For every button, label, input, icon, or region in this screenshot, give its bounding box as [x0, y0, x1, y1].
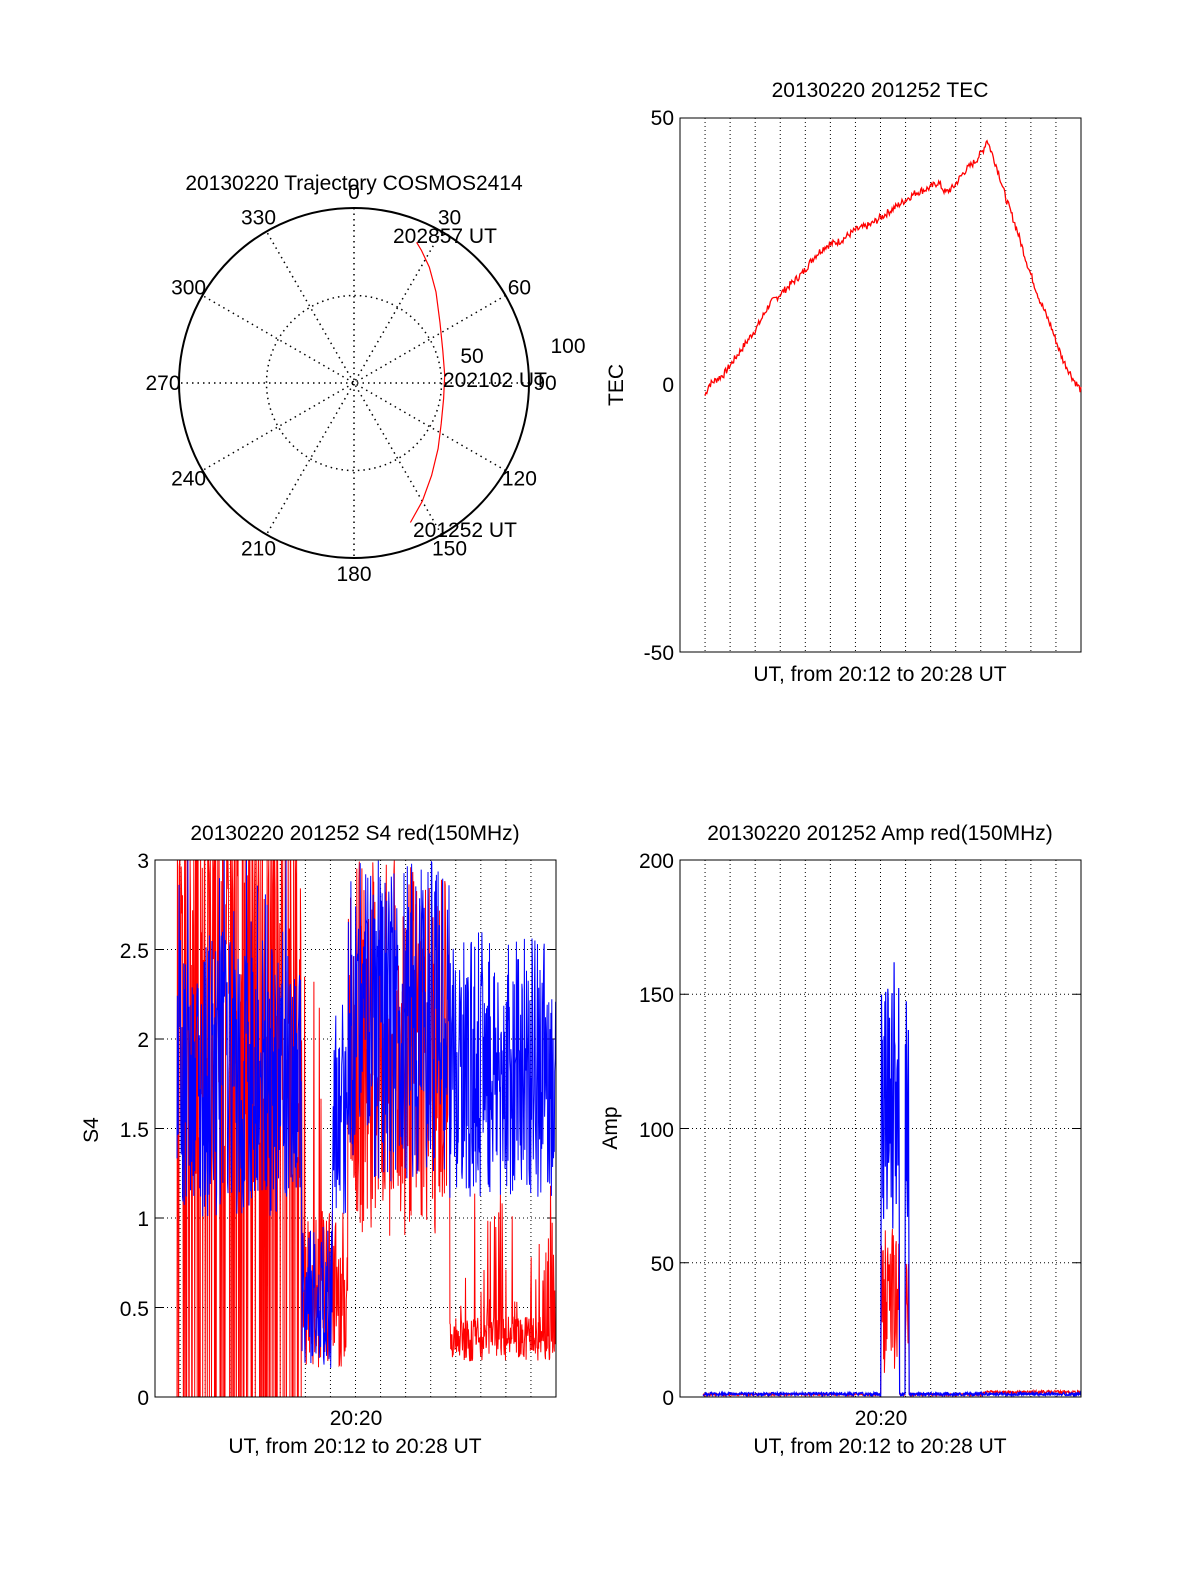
polar-trajectory-line — [409, 241, 446, 523]
polar-azimuth-label-210: 210 — [241, 537, 276, 560]
polar-grid — [179, 208, 529, 558]
polar-grid-spoke-60 — [202, 294, 506, 472]
amp-title: 20130220 201252 Amp red(150MHz) — [707, 822, 1053, 845]
polar-grid-spoke-30 — [265, 231, 443, 535]
amp-plot-frame — [679, 859, 1082, 1398]
polar-azimuth-label-270: 270 — [145, 372, 180, 395]
s4-ytick-3: 3 — [137, 850, 149, 873]
s4-ylabel: S4 — [80, 1117, 103, 1143]
s4-ytick-1: 1 — [137, 1208, 149, 1231]
polar-radial-label-50: 50 — [460, 345, 483, 368]
s4-title: 20130220 201252 S4 red(150MHz) — [190, 822, 519, 845]
polar-panel: 20130220 Trajectory COSMOS2414 0 30 60 90 12… — [145, 172, 585, 586]
s4-xtick-2020: 20:20 — [330, 1407, 383, 1430]
polar-grid-spoke-150 — [265, 231, 443, 535]
amp-red-series-line — [702, 1228, 1082, 1398]
s4-plot-frame — [154, 859, 557, 1398]
tec-plot-frame — [679, 117, 1082, 653]
s4-ytick-1.5: 1.5 — [120, 1119, 149, 1142]
tec-ytick-50: 50 — [651, 107, 674, 130]
s4-ytick-2: 2 — [137, 1029, 149, 1052]
polar-grid-circle-50 — [265, 294, 443, 472]
polar-azimuth-label-330: 330 — [241, 207, 276, 230]
polar-radial-label-100: 100 — [550, 335, 585, 358]
tec-panel: 20130220 201252 TEC 50 0 -50 TEC UT, fro… — [605, 79, 1082, 686]
polar-azimuth-label-240: 240 — [171, 468, 206, 491]
polar-azimuth-label-300: 300 — [171, 277, 206, 300]
polar-azimuth-label-150: 150 — [432, 537, 467, 560]
amp-ytick-0: 0 — [662, 1387, 674, 1410]
s4-blue-series-line — [176, 859, 557, 1368]
polar-azimuth-labels: 0 30 60 90 120 150 180 210 240 270 300 330 — [145, 181, 556, 586]
polar-annotation-start: 201252 UT — [413, 519, 517, 542]
amp-ytick-150: 150 — [639, 984, 674, 1007]
tec-series-line — [704, 139, 1082, 396]
s4-xlabel: UT, from 20:12 to 20:28 UT — [228, 1435, 481, 1458]
s4-ytick-0: 0 — [137, 1387, 149, 1410]
amp-xtick-2020: 20:20 — [855, 1407, 908, 1430]
polar-azimuth-label-30: 30 — [438, 207, 461, 230]
amp-ytick-100: 100 — [639, 1119, 674, 1142]
tec-grid — [680, 117, 1081, 653]
amp-ylabel: Amp — [599, 1106, 622, 1149]
s4-ytick-2.5: 2.5 — [120, 940, 149, 963]
amp-ytick-50: 50 — [651, 1253, 674, 1276]
tec-xlabel: UT, from 20:12 to 20:28 UT — [753, 663, 1006, 686]
polar-grid-spoke-120 — [202, 294, 506, 472]
polar-azimuth-label-90: 90 — [533, 372, 556, 395]
polar-annotation-mid: 202102 UT — [443, 369, 547, 392]
polar-outer-circle — [178, 207, 530, 559]
polar-azimuth-label-0: 0 — [348, 181, 360, 204]
polar-azimuth-label-60: 60 — [508, 277, 531, 300]
s4-ytick-0.5: 0.5 — [120, 1298, 149, 1321]
s4-panel: 20130220 201252 S4 red(150MHz) 3 2.5 2 1… — [80, 822, 557, 1458]
amp-blue-series-line — [702, 962, 1082, 1398]
amp-xlabel: UT, from 20:12 to 20:28 UT — [753, 1435, 1006, 1458]
amp-panel: 20130220 201252 Amp red(150MHz) 200 150 … — [599, 822, 1082, 1458]
tec-ytick-0: 0 — [662, 374, 674, 397]
tec-title: 20130220 201252 TEC — [772, 79, 989, 102]
polar-azimuth-label-180: 180 — [336, 563, 371, 586]
amp-ytick-200: 200 — [639, 850, 674, 873]
polar-title: 20130220 Trajectory COSMOS2414 — [185, 172, 523, 195]
tec-ytick-neg50: -50 — [644, 642, 674, 665]
polar-annotation-end: 202857 UT — [393, 225, 497, 248]
polar-azimuth-label-120: 120 — [502, 468, 537, 491]
tec-ylabel: TEC — [605, 364, 628, 406]
